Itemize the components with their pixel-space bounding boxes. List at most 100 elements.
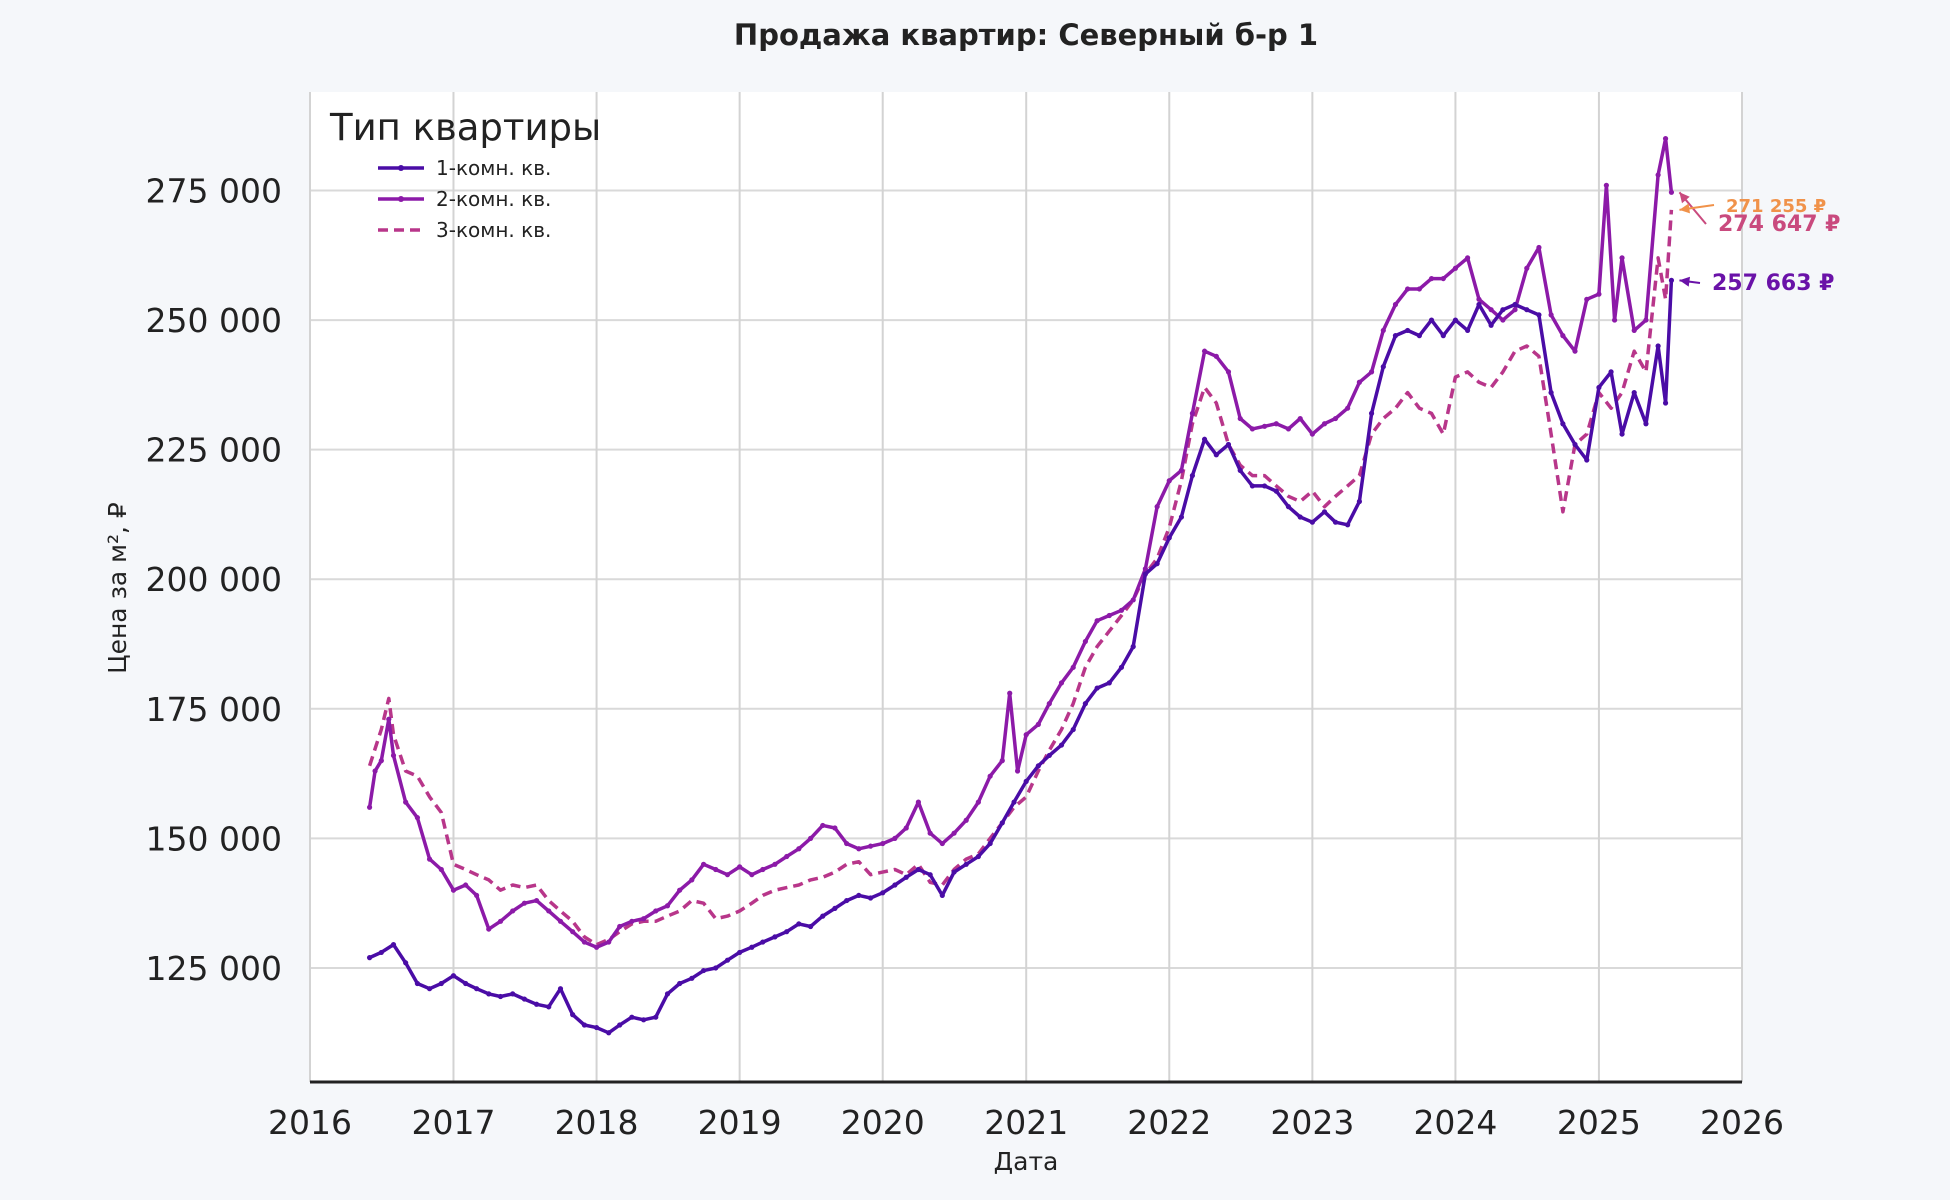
data-point — [1070, 664, 1076, 670]
data-point — [1225, 441, 1232, 448]
data-point — [1655, 172, 1661, 178]
data-point — [1178, 467, 1185, 473]
data-point — [1416, 333, 1422, 339]
data-point — [1130, 644, 1136, 650]
data-point — [1332, 415, 1339, 422]
data-point — [1572, 348, 1578, 354]
data-point — [581, 1022, 588, 1028]
data-point — [1584, 296, 1590, 302]
data-point — [880, 890, 886, 896]
data-point — [581, 939, 588, 945]
data-point — [987, 773, 993, 779]
data-point — [1237, 467, 1243, 473]
data-point — [927, 830, 933, 836]
data-point — [880, 840, 886, 847]
data-point — [1380, 364, 1386, 370]
data-point — [1094, 618, 1100, 624]
data-point — [593, 1024, 600, 1031]
data-point — [1154, 504, 1160, 510]
data-point — [1249, 426, 1255, 432]
x-axis-label: Дата — [994, 1147, 1059, 1176]
data-point — [533, 897, 540, 904]
data-point — [390, 942, 397, 948]
data-point — [403, 960, 409, 966]
legend-label: 1-комн. кв. — [436, 156, 551, 180]
data-point — [486, 991, 492, 997]
data-point — [664, 991, 671, 997]
data-point — [1416, 286, 1422, 292]
data-point — [987, 840, 993, 847]
data-point — [426, 856, 433, 862]
data-point — [438, 980, 444, 987]
data-point — [689, 975, 695, 981]
data-point — [915, 866, 921, 873]
data-point — [760, 866, 766, 873]
legend-marker — [398, 165, 404, 171]
data-point — [414, 980, 421, 987]
data-point — [546, 1004, 552, 1010]
data-point — [1332, 519, 1339, 525]
data-point — [1130, 597, 1136, 603]
data-point — [867, 895, 874, 901]
data-point — [856, 846, 862, 852]
data-point — [1213, 353, 1219, 359]
data-point — [378, 949, 384, 956]
series-group — [366, 136, 1675, 1036]
data-point — [450, 887, 457, 893]
data-point — [486, 926, 492, 932]
data-point — [975, 853, 981, 860]
data-point — [1662, 400, 1669, 406]
data-point — [892, 882, 898, 888]
data-point — [1611, 317, 1618, 323]
data-point — [677, 980, 683, 987]
data-point — [1201, 348, 1208, 354]
annotation-arrowhead — [1679, 203, 1690, 214]
data-point — [378, 758, 384, 764]
data-point — [1249, 483, 1255, 489]
data-point — [546, 908, 552, 914]
data-point — [1500, 307, 1506, 313]
data-point — [1285, 504, 1292, 510]
data-point — [832, 905, 838, 911]
data-point — [390, 752, 397, 759]
legend-marker — [398, 196, 404, 202]
series-3 — [367, 209, 1674, 947]
data-point — [1536, 244, 1542, 251]
x-tick-label: 2023 — [1270, 1103, 1354, 1142]
data-point — [939, 840, 945, 847]
data-point — [737, 864, 743, 870]
data-point — [999, 758, 1005, 764]
data-point — [606, 939, 612, 945]
data-point — [844, 897, 850, 904]
data-point — [713, 866, 719, 873]
data-point — [1118, 664, 1125, 670]
data-point — [677, 887, 683, 893]
data-point — [737, 949, 743, 956]
data-point — [1082, 701, 1088, 707]
data-point — [1345, 405, 1351, 411]
data-point — [1189, 472, 1196, 479]
data-point — [617, 1022, 623, 1028]
annotation-arrowhead — [1679, 276, 1690, 287]
data-point — [1488, 322, 1494, 328]
data-point — [1596, 291, 1602, 297]
data-point — [1500, 317, 1506, 323]
data-point — [593, 944, 600, 950]
x-tick-label: 2018 — [555, 1103, 639, 1142]
data-point — [653, 908, 659, 914]
data-point — [1082, 638, 1088, 645]
grid — [309, 92, 1743, 1082]
data-point — [724, 872, 731, 878]
data-point — [749, 944, 755, 950]
data-point — [521, 996, 528, 1002]
data-point — [1631, 390, 1637, 396]
data-point — [903, 874, 909, 880]
data-point — [796, 846, 802, 852]
data-point — [414, 815, 421, 821]
data-point — [474, 892, 480, 899]
legend-label: 2-комн. кв. — [436, 187, 551, 211]
data-point — [796, 921, 802, 927]
data-point — [975, 799, 981, 805]
data-point — [653, 1014, 659, 1020]
